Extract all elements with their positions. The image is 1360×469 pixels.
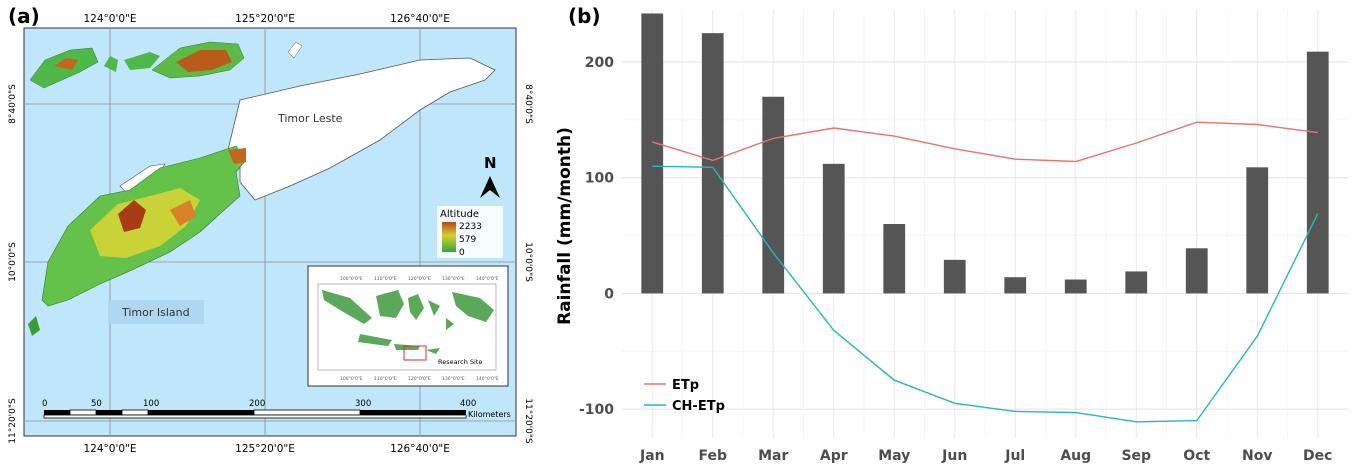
x-tick-label-aug: Aug	[1060, 448, 1091, 464]
map-right-lat-2: 10°0'0"S	[523, 242, 533, 282]
scale-tick-400: 400	[460, 399, 476, 409]
chart-panel: (b) -100 0 100 200 Jan Feb Mar Apr May Jun Jul Aug S…	[540, 0, 1360, 465]
map-island-relief	[54, 58, 78, 70]
map-relief-peak-3	[228, 148, 246, 164]
bar-dec	[1306, 51, 1329, 294]
inset-research-site-box	[403, 345, 427, 361]
map-top-lon-3: 126°40'0"E	[390, 13, 450, 25]
legend-title: Altitude	[440, 209, 479, 220]
y-tick-label: 200	[585, 55, 614, 71]
inset-bottom-lon-2: 110°0'0"E	[374, 376, 397, 382]
bar-mar	[762, 96, 785, 294]
inset-top-lon-4: 130°0'0"E	[442, 276, 465, 282]
label-timor-island-bg	[108, 300, 204, 324]
y-tick-label: -100	[579, 402, 614, 418]
map-left-lat-2: 10°0'0"S	[8, 242, 18, 282]
inset-bottom-lon-5: 140°0'0"E	[476, 376, 499, 382]
map-bottom-lon-2: 125°20'0"E	[235, 443, 295, 455]
map-left-lat-3: 11°20'0"S	[8, 398, 18, 444]
y-axis-title: Rainfall (mm/month)	[555, 127, 575, 325]
inset-top-lon-5: 140°0'0"E	[476, 276, 499, 282]
map-top-lon-2: 125°20'0"E	[235, 13, 295, 25]
map-islet-2	[124, 52, 160, 70]
y-tick-label: 100	[585, 171, 614, 187]
map-bottom-lon-3: 126°40'0"E	[390, 443, 450, 455]
scale-tick-300: 300	[355, 399, 371, 409]
map-panel: (a) Timor Leste Timor	[0, 0, 540, 465]
map-panel-label: (a)	[8, 4, 40, 28]
scale-tick-100: 100	[143, 399, 159, 409]
scale-bar: 0 50 100 200 300 400 Kilometers	[42, 399, 511, 419]
bar-nov	[1246, 167, 1269, 294]
bar-may	[883, 224, 906, 294]
x-tick-label-jul: Jul	[1004, 448, 1025, 464]
inset-research-site-label: Research Site	[438, 358, 482, 366]
inset-top-lon-1: 100°0'0"E	[340, 276, 363, 282]
x-tick-label-may: May	[878, 448, 910, 464]
inset-top-lon-3: 120°0'0"E	[408, 276, 431, 282]
bar-jul	[1004, 277, 1027, 294]
bar-feb	[701, 33, 724, 294]
map-atauro-island	[287, 41, 303, 59]
legend-max: 2233	[459, 222, 482, 232]
scale-unit: Kilometers	[468, 410, 511, 419]
line-ch-etp	[652, 165, 1319, 423]
map-right-lat-1: 8°40'0"S	[523, 84, 533, 124]
map-top-lon-1: 124°0'0"E	[83, 13, 136, 25]
inset-bottom-lon-4: 130°0'0"E	[442, 376, 465, 382]
scale-tick-0: 0	[42, 399, 47, 409]
x-tick-label-nov: Nov	[1242, 448, 1272, 464]
bar-jan	[641, 13, 664, 294]
map-figure: Timor Leste Timor Island N Altitude 2233…	[8, 13, 533, 455]
map-islet	[104, 56, 118, 72]
x-tick-label-dec: Dec	[1303, 448, 1332, 464]
x-tick-label-jan: Jan	[639, 448, 665, 464]
inset-map: 100°0'0"E 110°0'0"E 120°0'0"E 130°0'0"E …	[307, 265, 509, 387]
legend-min: 0	[459, 248, 465, 258]
bar-jun	[943, 259, 966, 294]
bar-aug	[1064, 279, 1087, 294]
map-rote-island	[28, 316, 40, 336]
label-timor-leste: Timor Leste	[277, 112, 343, 125]
map-relief-peak	[118, 200, 146, 232]
svg-text:N: N	[484, 154, 497, 172]
north-arrow-icon: N	[480, 154, 500, 198]
rainfall-chart: -100 0 100 200 Jan Feb Mar Apr May Jun Jul Aug Sep Oc…	[555, 10, 1348, 464]
altitude-legend: Altitude 2233 579 0	[437, 206, 503, 258]
map-relief-peak-2	[170, 200, 196, 226]
bar-apr	[822, 163, 845, 294]
inset-bottom-lon-3: 120°0'0"E	[408, 376, 431, 382]
x-tick-label-mar: Mar	[758, 448, 788, 464]
line-layer	[652, 121, 1319, 423]
scale-tick-50: 50	[91, 399, 102, 409]
chart-legend: ETp CH-ETp	[644, 378, 725, 414]
legend-color-ramp	[442, 222, 456, 252]
map-bottom-lon-1: 124°0'0"E	[83, 443, 136, 455]
bar-layer	[641, 13, 1329, 294]
map-relief-mid	[90, 188, 200, 258]
map-timor-leste	[227, 57, 496, 201]
x-tick-label-feb: Feb	[698, 448, 727, 464]
x-tick-label-jun: Jun	[941, 448, 967, 464]
map-right-lat-3: 11°20'0"S	[523, 398, 533, 444]
inset-top-lon-2: 110°0'0"E	[374, 276, 397, 282]
y-tick-label: 0	[604, 286, 614, 302]
inset-bottom-lon-1: 100°0'0"E	[340, 376, 363, 382]
x-tick-label-oct: Oct	[1183, 448, 1210, 464]
axis-layer: -100 0 100 200 Jan Feb Mar Apr May Jun Jul Aug Sep Oc…	[579, 55, 1333, 464]
map-island-ne-relief	[176, 50, 232, 72]
label-timor-island: Timor Island	[121, 306, 190, 319]
chart-panel-label: (b)	[568, 4, 601, 28]
map-left-lat-1: 8°40'0"S	[8, 84, 18, 124]
scale-tick-200: 200	[249, 399, 265, 409]
x-tick-label-sep: Sep	[1121, 448, 1151, 464]
legend-label-ch-etp: CH-ETp	[672, 399, 725, 414]
bar-oct	[1185, 248, 1208, 294]
bar-sep	[1125, 271, 1148, 294]
legend-label-etp: ETp	[672, 378, 699, 393]
x-tick-label-apr: Apr	[820, 448, 848, 464]
legend-mid: 579	[459, 235, 476, 245]
line-etp	[652, 121, 1318, 163]
